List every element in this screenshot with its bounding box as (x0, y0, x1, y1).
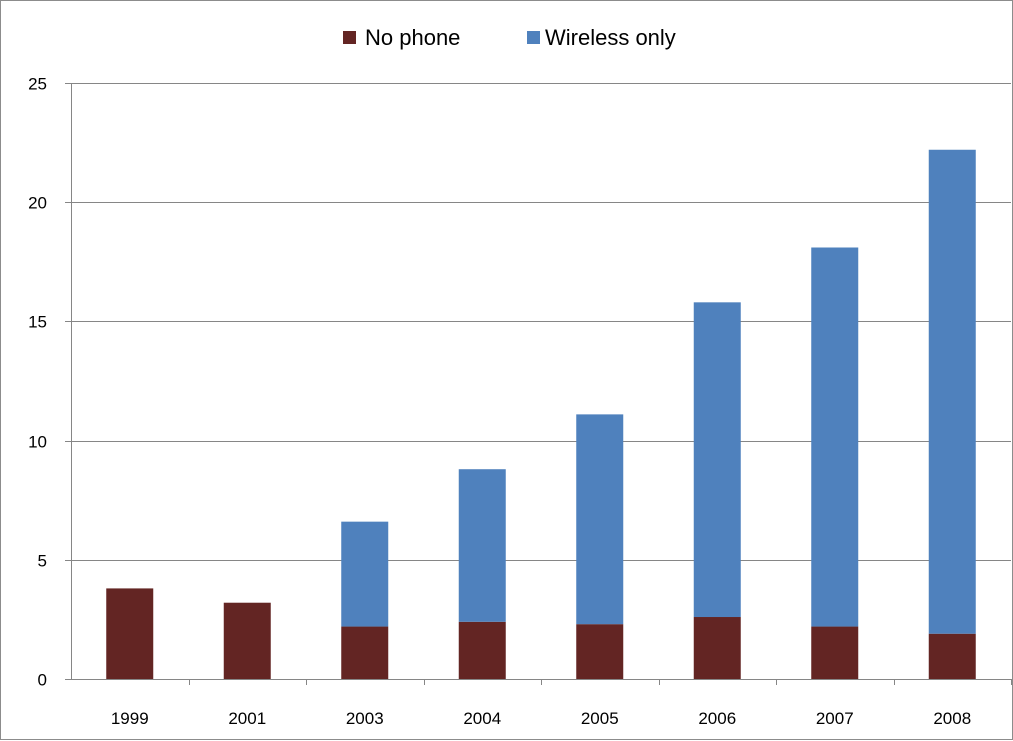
x-tick-label: 2006 (698, 709, 736, 728)
y-tick-label: 15 (28, 313, 47, 332)
bar-no-phone-2001 (223, 602, 271, 679)
legend-swatch-wireless-only (527, 31, 540, 44)
axes (71, 83, 1011, 680)
bar-wireless-only-2007 (811, 247, 859, 627)
legend-label: No phone (365, 25, 460, 50)
bar-no-phone-2004 (458, 621, 506, 679)
bar-no-phone-1999 (106, 588, 154, 679)
y-tick-label: 20 (28, 194, 47, 213)
legend: No phone Wireless only (343, 25, 676, 50)
bar-wireless-only-2008 (928, 149, 976, 634)
bar-no-phone-2007 (811, 626, 859, 679)
x-axis-ticks: 1999 2001 2003 2004 2005 2006 2007 2008 (111, 679, 1012, 728)
y-tick-label: 5 (38, 552, 47, 571)
x-tick-label: 2007 (816, 709, 854, 728)
x-tick-label: 2005 (581, 709, 619, 728)
bar-wireless-only-2003 (341, 521, 389, 627)
bar-no-phone-2005 (576, 624, 624, 679)
x-tick-label: 2008 (933, 709, 971, 728)
bar-no-phone-2008 (928, 633, 976, 679)
bar-no-phone-2006 (693, 617, 741, 679)
x-tick-label: 1999 (111, 709, 149, 728)
y-tick-label: 10 (28, 433, 47, 452)
y-tick-label: 0 (38, 671, 47, 690)
x-tick-label: 2001 (228, 709, 266, 728)
bar-wireless-only-2005 (576, 414, 624, 625)
gridlines (71, 83, 1011, 561)
bar-wireless-only-2006 (693, 302, 741, 618)
x-tick-label: 2003 (346, 709, 384, 728)
bar-wireless-only-2004 (458, 469, 506, 622)
y-tick-label: 25 (28, 75, 47, 94)
y-axis-ticks: 0 5 10 15 20 25 (28, 75, 71, 690)
x-tick-label: 2004 (463, 709, 501, 728)
legend-swatch-no-phone (343, 31, 356, 44)
bars (106, 149, 976, 679)
legend-label: Wireless only (545, 25, 676, 50)
bar-no-phone-2003 (341, 626, 389, 679)
